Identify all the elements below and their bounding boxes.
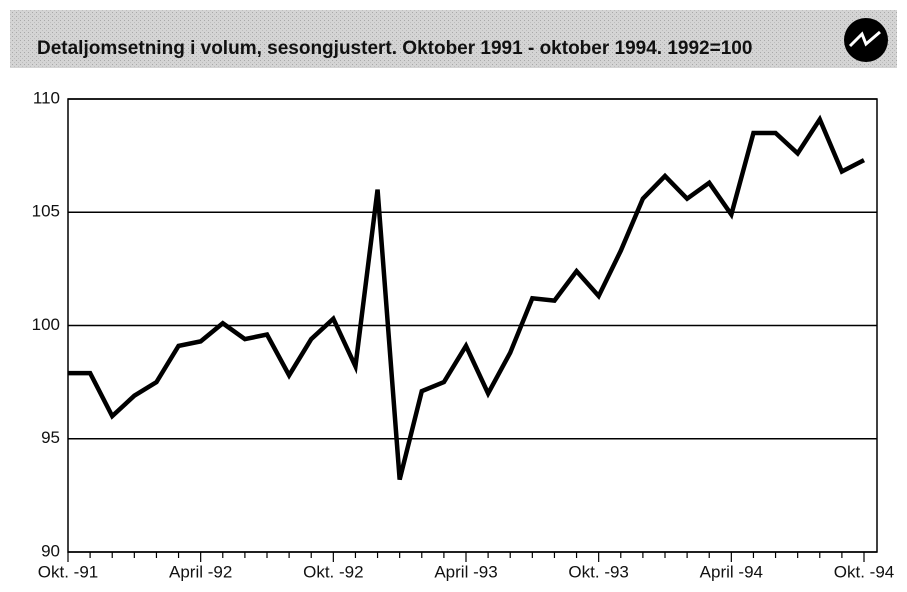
x-tick-label: April -92	[169, 562, 232, 581]
y-tick-label: 95	[41, 428, 60, 447]
title-bar	[10, 10, 897, 68]
x-tick-label: Okt. -92	[303, 562, 363, 581]
y-tick-label: 100	[32, 315, 60, 334]
x-tick-label: Okt. -93	[568, 562, 628, 581]
x-tick-label: Okt. -91	[38, 562, 98, 581]
y-tick-label: 110	[33, 88, 60, 107]
x-tick-label: April -93	[434, 562, 497, 581]
logo	[844, 18, 888, 62]
y-tick-label: 105	[32, 202, 60, 221]
x-tick-label: Okt. -94	[834, 562, 894, 581]
x-tick-label: April -94	[700, 562, 763, 581]
y-tick-label: 90	[41, 541, 60, 560]
data-line	[68, 114, 866, 481]
chart-title: Detaljomsetning i volum, sesongjustert. …	[37, 38, 752, 59]
